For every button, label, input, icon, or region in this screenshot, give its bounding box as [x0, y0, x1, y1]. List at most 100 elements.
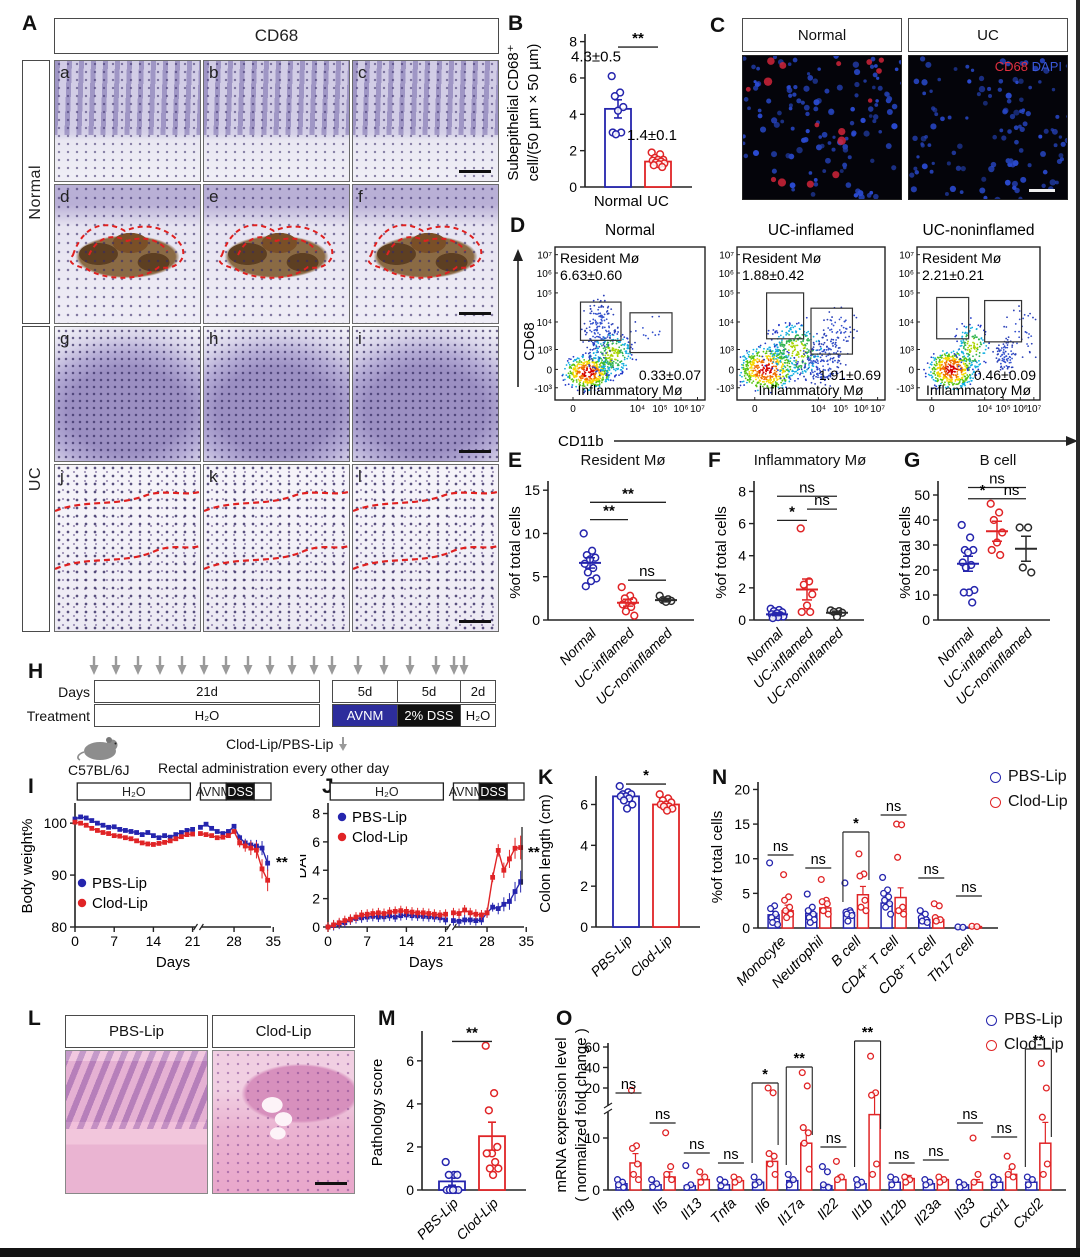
svg-text:Il5: Il5 — [649, 1195, 672, 1218]
svg-text:20: 20 — [734, 781, 750, 797]
svg-text:**: ** — [528, 844, 540, 861]
image-Cuc — [909, 56, 1067, 199]
panel-b-chart: Subepithelial CD68⁺ cell/(50 µm × 50 µm) 0… — [500, 8, 705, 223]
histology-tile-g: g — [54, 326, 201, 462]
panel-b-label: B — [508, 12, 524, 35]
panel-n-chart: %of total cells 0 5 10 15 20 Monocyte Neutrophi… — [706, 758, 1080, 1020]
clod-marker-icon — [990, 796, 1001, 808]
svg-text:8: 8 — [738, 483, 746, 499]
panel-m: M Pathology score 0 2 4 6 PBS-Lip Clod-Lip ** — [360, 1005, 550, 1255]
svg-text:**: ** — [603, 503, 615, 520]
scale-bar — [459, 620, 491, 623]
panel-c-label: C — [710, 14, 726, 37]
histology-tile-l: l — [352, 464, 499, 632]
svg-text:10⁴: 10⁴ — [719, 318, 734, 329]
histology-tile-b: b — [203, 60, 350, 182]
svg-text:1.91±0.69: 1.91±0.69 — [819, 367, 881, 383]
svg-text:10⁵: 10⁵ — [537, 289, 552, 300]
panel-d-flow-plots: CD68 CD11b Normal 10⁷ 10⁶ 10⁵ 10⁴ 10³ 0 -10³ 0 10⁴ 1… — [502, 212, 1080, 447]
svg-text:DAI: DAI — [300, 853, 310, 878]
chart-O: mRNA expression level( normalized fold c… — [553, 1025, 1066, 1232]
svg-text:( normalized fold change ): ( normalized fold change ) — [573, 1028, 590, 1201]
svg-text:10³: 10³ — [538, 346, 553, 357]
svg-text:Il6: Il6 — [752, 1195, 775, 1218]
svg-text:ns: ns — [773, 839, 788, 855]
annotation-dashed-outline — [204, 490, 349, 571]
svg-text:0: 0 — [728, 365, 734, 376]
panel-g-chart: %of total cells 0 10 20 30 40 50 Normal UC-infla… — [896, 447, 1080, 752]
svg-text:10⁴: 10⁴ — [977, 404, 992, 415]
svg-text:-10³: -10³ — [716, 384, 734, 395]
svg-text:H₂O: H₂O — [375, 785, 399, 799]
panel-l-image-clod — [212, 1050, 355, 1194]
svg-text:-10³: -10³ — [896, 384, 914, 395]
svg-text:Tnfa: Tnfa — [708, 1196, 740, 1228]
panel-i: I H₂O AVNM DSS Body weight% 80 90 100 0 7 14 21 28 3… — [18, 775, 323, 1015]
svg-text:60: 60 — [584, 1039, 600, 1055]
chart-E: %of total cells051015NormalUC-inflamedUC… — [507, 481, 694, 708]
svg-text:10⁵: 10⁵ — [995, 404, 1010, 415]
svg-text:Days: Days — [156, 954, 190, 971]
svg-text:8: 8 — [569, 34, 577, 50]
svg-text:CD68: CD68 — [521, 322, 538, 360]
svg-text:ns: ns — [1004, 482, 1020, 499]
panel-a-label: A — [22, 12, 38, 35]
svg-text:ns: ns — [639, 563, 655, 580]
svg-text:4.3±0.5: 4.3±0.5 — [571, 49, 621, 66]
svg-text:Resident Mø: Resident Mø — [742, 250, 822, 266]
svg-text:UC-inflamed: UC-inflamed — [768, 222, 854, 239]
svg-text:0: 0 — [929, 404, 935, 415]
svg-text:**: ** — [862, 1025, 874, 1041]
svg-text:DSS: DSS — [480, 785, 506, 799]
svg-text:ns: ns — [961, 880, 976, 896]
svg-text:ns: ns — [886, 799, 901, 815]
svg-text:10⁷: 10⁷ — [899, 251, 914, 262]
days-2d-box: 2d — [460, 680, 496, 703]
panel-a-rowlabel-uc: UC — [22, 326, 50, 632]
panel-o-legend: PBS-Lip Clod-Lip — [986, 1011, 1064, 1054]
histology-tile-a: a — [54, 60, 201, 182]
panel-f: F Inflammatory Mø %of total cells 0 2 4 6 8 No… — [706, 447, 894, 752]
chart-N: %of total cells05101520MonocyteNeutrophi… — [709, 781, 998, 998]
svg-text:40: 40 — [584, 1060, 600, 1076]
cd68-channel-label: CD68 — [994, 59, 1029, 74]
svg-text:Il33: Il33 — [951, 1196, 979, 1224]
svg-text:28: 28 — [479, 933, 495, 949]
svg-text:10: 10 — [524, 525, 540, 541]
legend-item-pbs: PBS-Lip — [990, 768, 1068, 786]
svg-text:Colon length (cm): Colon length (cm) — [537, 794, 554, 912]
svg-text:Inflammatory Mø: Inflammatory Mø — [577, 382, 682, 398]
svg-text:Inflammatory Mø: Inflammatory Mø — [758, 382, 863, 398]
treatment-h2o-box: H₂O — [94, 704, 320, 727]
panel-j-chart: H₂O AVNM DSS DAI 0 2 4 6 8 0 7 14 21 28 35 Days PBS-Lip C… — [300, 775, 540, 1015]
svg-text:10⁴: 10⁴ — [811, 404, 826, 415]
svg-text:Inflammatory Mø: Inflammatory Mø — [926, 382, 1031, 398]
svg-text:0.46±0.09: 0.46±0.09 — [974, 367, 1036, 383]
annotation-dashed-outline — [218, 224, 334, 279]
svg-text:UC-noninflamed: UC-noninflamed — [923, 222, 1035, 239]
svg-text:7: 7 — [110, 933, 118, 949]
svg-text:2: 2 — [580, 878, 588, 894]
svg-text:Resident Mø: Resident Mø — [922, 250, 1002, 266]
svg-text:%of total cells: %of total cells — [713, 506, 730, 599]
svg-text:40: 40 — [914, 512, 930, 528]
panel-h: H Days Treatment 21d 5d 5d 2d H₂O AVNM 2… — [18, 650, 558, 780]
mouse-icon — [77, 737, 118, 761]
svg-text:%of total cells: %of total cells — [709, 811, 726, 904]
svg-text:0: 0 — [738, 612, 746, 628]
svg-text:AVNM: AVNM — [196, 785, 231, 799]
days-21d-box: 21d — [94, 680, 320, 703]
svg-text:1.88±0.42: 1.88±0.42 — [742, 267, 804, 283]
tile-letter: h — [209, 329, 219, 348]
svg-text:1.4±0.1: 1.4±0.1 — [627, 127, 677, 144]
panel-g-label: G — [904, 449, 921, 472]
figure-bottom-border — [0, 1248, 1080, 1257]
chart-G: %of total cells01020304050NormalUC-infla… — [897, 471, 1050, 708]
histology-tile-i: i — [352, 326, 499, 462]
svg-text:14: 14 — [399, 933, 415, 949]
svg-text:**: ** — [276, 854, 288, 871]
